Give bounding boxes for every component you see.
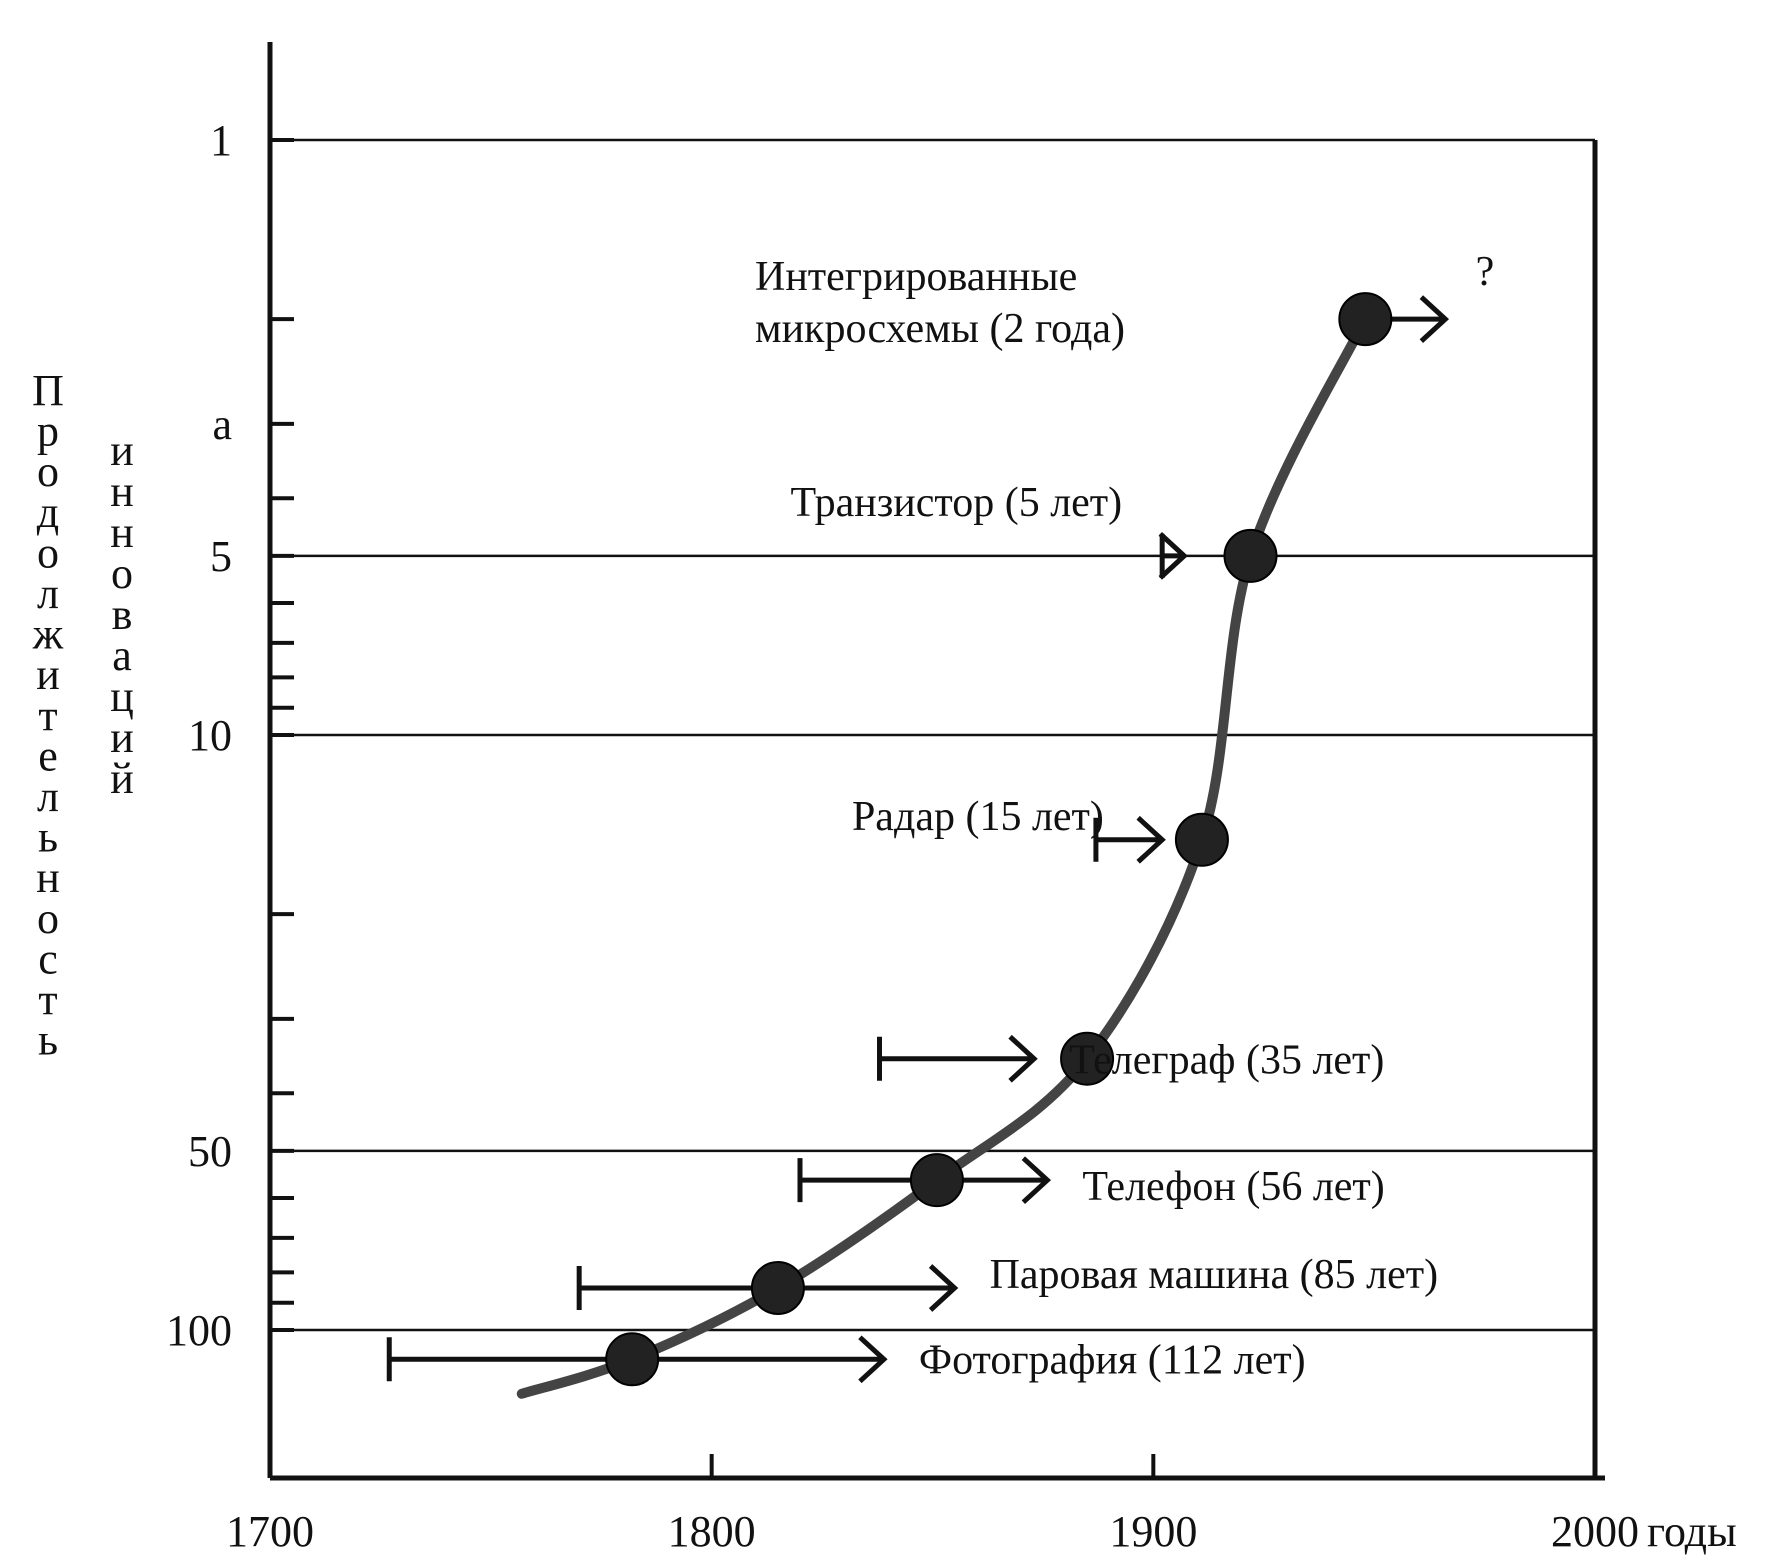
y-axis-label-letter: о bbox=[37, 528, 59, 577]
x-axis-label: годы bbox=[1647, 1507, 1737, 1556]
arrowhead bbox=[1158, 532, 1188, 580]
y-axis-label-letter: и bbox=[110, 713, 134, 762]
x-tick-label: 2000 bbox=[1551, 1507, 1639, 1556]
y-axis-label-letter: и bbox=[110, 426, 134, 475]
y-axis-label-letter: л bbox=[37, 772, 59, 821]
y-axis-label-letter: д bbox=[37, 488, 59, 537]
y-axis-label-letter: ь bbox=[38, 813, 58, 862]
event-marker bbox=[797, 1153, 1052, 1208]
y-axis-label-letter: ь bbox=[38, 1016, 58, 1065]
y-axis-label-letter: л bbox=[37, 569, 59, 618]
x-tick-label: 1900 bbox=[1109, 1507, 1197, 1556]
event-label: Радар (15 лет) bbox=[852, 794, 1104, 840]
y-axis-label-letter: с bbox=[38, 934, 58, 983]
y-axis-label-letter: й bbox=[110, 754, 134, 803]
data-point bbox=[605, 1332, 660, 1387]
event-marker bbox=[1158, 528, 1278, 583]
y-axis-label-letter: т bbox=[38, 691, 57, 740]
event-label: Транзистор (5 лет) bbox=[791, 480, 1123, 526]
arrowhead bbox=[1008, 1034, 1038, 1083]
event-marker bbox=[576, 1261, 959, 1316]
question-annotation: ? bbox=[1476, 249, 1495, 295]
y-axis-label-letter: е bbox=[38, 731, 58, 780]
gridlines bbox=[270, 554, 1595, 1332]
y-axis-label-letter: о bbox=[37, 894, 59, 943]
event-label: Паровая машина (85 лет) bbox=[990, 1252, 1439, 1298]
y-tick-label: 100 bbox=[166, 1306, 232, 1355]
y-tick-label: 1 bbox=[210, 116, 232, 165]
x-tick-label: 1700 bbox=[226, 1507, 314, 1556]
data-point bbox=[1174, 812, 1229, 867]
event-label: Интегрированные микросхемы (2 года) bbox=[755, 254, 1125, 352]
event-label: Телефон (56 лет) bbox=[1082, 1164, 1384, 1210]
arrowhead bbox=[1136, 815, 1166, 864]
y-tick-label: 10 bbox=[188, 711, 232, 760]
arrowhead bbox=[928, 1264, 959, 1312]
events-layer bbox=[386, 292, 1450, 1387]
y-tick-label: a bbox=[212, 400, 232, 449]
y-tick-label: 50 bbox=[188, 1127, 232, 1176]
data-point bbox=[909, 1153, 964, 1208]
event-label: Телеграф (35 лет) bbox=[1069, 1038, 1384, 1084]
arrowhead bbox=[1419, 295, 1450, 343]
data-point bbox=[750, 1261, 805, 1316]
data-point bbox=[1223, 528, 1278, 583]
event-label-line: микросхемы (2 года) bbox=[755, 306, 1125, 352]
event-marker bbox=[877, 1031, 1115, 1086]
y-axis-label-letter: т bbox=[38, 975, 57, 1024]
y-axis-label-letter: в bbox=[112, 590, 133, 639]
axes bbox=[267, 42, 1605, 1481]
arrowhead bbox=[1021, 1156, 1052, 1205]
event-marker bbox=[386, 1332, 888, 1387]
y-axis-label-letter: ж bbox=[32, 610, 64, 659]
event-label: Фотография (112 лет) bbox=[919, 1337, 1306, 1383]
y-axis-label-letter: ц bbox=[110, 672, 134, 721]
y-axis-label-letter: н bbox=[110, 508, 134, 557]
event-marker bbox=[1338, 292, 1450, 347]
y-axis-label-letter: о bbox=[111, 549, 133, 598]
y-axis-label-letter: и bbox=[36, 650, 60, 699]
y-axis-label-letter: н bbox=[36, 853, 60, 902]
y-axis-label-letter: П bbox=[32, 366, 64, 415]
y-axis-label-letter: н bbox=[110, 467, 134, 516]
arrowhead bbox=[858, 1335, 888, 1384]
y-axis-label-letter: р bbox=[37, 407, 59, 456]
event-label-line: Интегрированные bbox=[755, 254, 1077, 300]
data-point bbox=[1338, 292, 1393, 347]
data-point bbox=[1060, 1031, 1115, 1086]
event-marker bbox=[1093, 812, 1229, 867]
y-axis-label-letter: о bbox=[37, 447, 59, 496]
y-tick-label: 5 bbox=[210, 532, 232, 581]
x-tick-label: 1800 bbox=[668, 1507, 756, 1556]
y-axis-label-letter: а bbox=[112, 631, 132, 680]
